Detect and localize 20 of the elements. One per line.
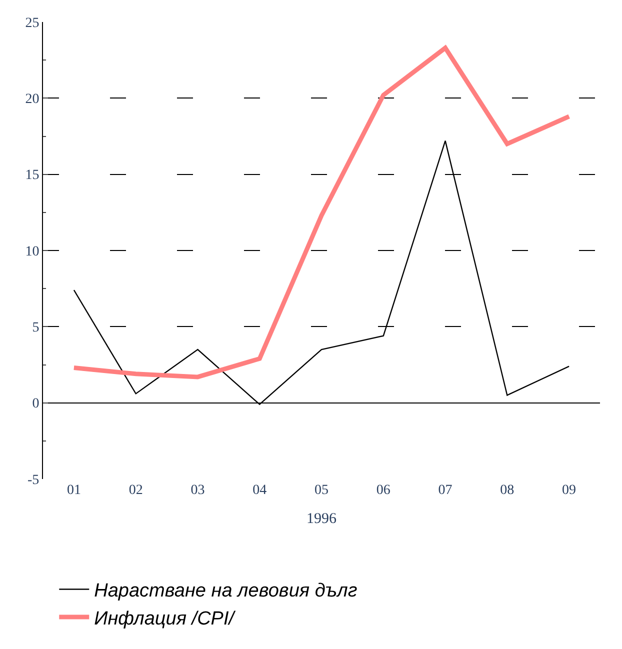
x-tick-label: 04 bbox=[252, 483, 267, 498]
y-tick-label: 5 bbox=[32, 320, 40, 336]
y-tick-label: 25 bbox=[25, 16, 40, 31]
x-tick-label: 07 bbox=[438, 483, 452, 498]
x-tick-label: 09 bbox=[562, 483, 576, 498]
y-tick-label: 15 bbox=[25, 168, 40, 184]
y-tick-label: 10 bbox=[25, 244, 40, 260]
x-tick-label: 08 bbox=[500, 483, 514, 498]
x-tick-label: 02 bbox=[128, 483, 143, 498]
legend-label: Инфлация /CPI/ bbox=[94, 608, 236, 630]
y-tick-label: 20 bbox=[25, 92, 40, 108]
x-tick-label: 05 bbox=[314, 483, 328, 498]
legend-label: Нарастване на левовия дълг bbox=[94, 580, 358, 602]
x-axis-title: 1996 bbox=[306, 511, 337, 527]
x-tick-label: 03 bbox=[190, 483, 205, 498]
x-tick-label: 06 bbox=[376, 483, 390, 498]
y-tick-label: -5 bbox=[28, 472, 40, 488]
line-series bbox=[72, 46, 572, 380]
y-tick-label: 0 bbox=[32, 396, 40, 412]
x-tick-label: 01 bbox=[66, 483, 81, 498]
